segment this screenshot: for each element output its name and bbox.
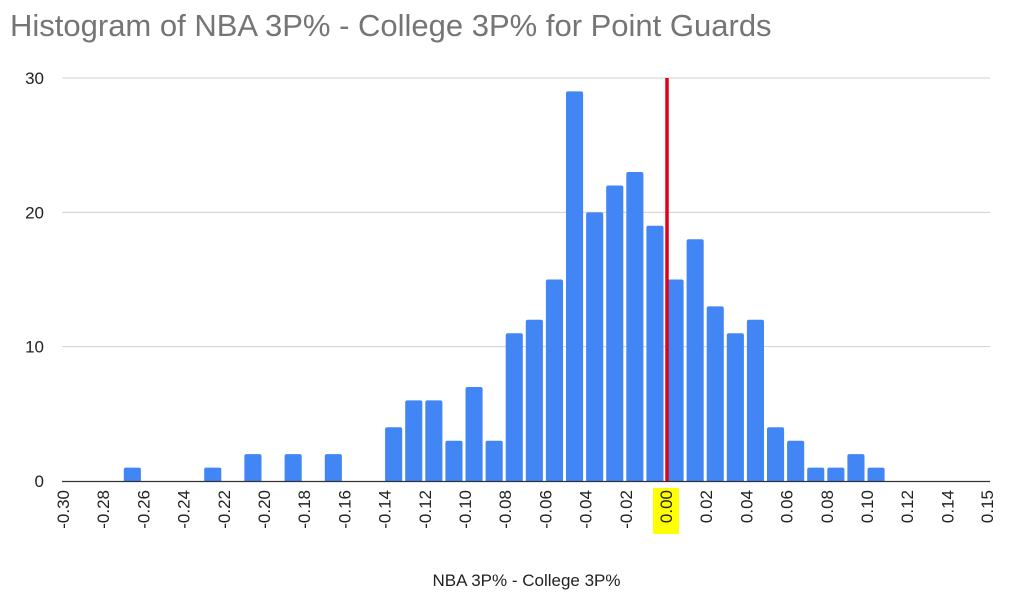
y-tick-label: 30 (25, 69, 44, 88)
histogram-bar (525, 319, 543, 481)
histogram-bar (726, 333, 744, 481)
y-tick-label: 10 (25, 338, 44, 357)
histogram-bar (746, 319, 764, 481)
x-tick-label: -0.16 (335, 490, 354, 529)
x-tick-label: 0.10 (858, 490, 877, 523)
x-tick-label: -0.20 (255, 490, 274, 529)
histogram-bar (405, 400, 423, 481)
histogram-bar (204, 467, 222, 481)
x-tick-label: 0.04 (737, 490, 756, 523)
histogram-bar (566, 91, 584, 481)
histogram-bar (807, 467, 825, 481)
histogram-bar (505, 333, 523, 481)
x-tick-label: -0.30 (54, 490, 73, 529)
histogram-bar (867, 467, 885, 481)
histogram-bar (586, 212, 604, 482)
x-tick-label: -0.18 (295, 490, 314, 529)
x-tick-label: -0.24 (175, 490, 194, 529)
histogram-bar (385, 427, 403, 481)
x-axis-label: NBA 3P% - College 3P% (432, 571, 621, 590)
histogram-bar (284, 454, 302, 481)
histogram-bar (324, 454, 342, 481)
histogram-bar (445, 440, 463, 481)
x-tick-label: -0.28 (94, 490, 113, 529)
histogram-bar (465, 386, 483, 481)
x-tick-label: -0.14 (376, 490, 395, 529)
histogram-bar (626, 172, 644, 482)
x-tick-label: 0.15 (978, 490, 997, 523)
x-tick-label: -0.26 (134, 490, 153, 529)
x-tick-label: -0.08 (496, 490, 515, 529)
histogram-bar (244, 454, 262, 481)
histogram-bar (485, 440, 503, 481)
x-tick-label: 0.12 (898, 490, 917, 523)
histogram-bar (606, 185, 624, 481)
x-tick-label: -0.06 (536, 490, 555, 529)
x-tick-label: -0.04 (577, 490, 596, 529)
histogram-bar (706, 306, 724, 481)
histogram-bar (666, 279, 684, 481)
histogram-bar (686, 239, 704, 481)
chart-title: Histogram of NBA 3P% - College 3P% for P… (10, 8, 772, 43)
x-tick-label: 0.02 (697, 490, 716, 523)
x-tick-label: -0.10 (456, 490, 475, 529)
histogram-bar (847, 454, 865, 481)
x-tick-label: -0.12 (416, 490, 435, 529)
x-tick-label: 0.06 (778, 490, 797, 523)
histogram-bar (787, 440, 805, 481)
histogram-bar (425, 400, 443, 481)
x-tick-label: -0.02 (617, 490, 636, 529)
highlight-box (653, 488, 679, 534)
x-tick-label: 0.08 (818, 490, 837, 523)
histogram-bar (827, 467, 845, 481)
histogram-bar (646, 225, 664, 481)
y-tick-label: 0 (35, 472, 44, 491)
histogram-bar (545, 279, 563, 481)
x-tick-label: 0.14 (938, 490, 957, 523)
histogram-bar (123, 467, 141, 481)
x-tick-label: 0.00 (657, 490, 676, 523)
y-tick-label: 20 (25, 203, 44, 222)
x-tick-label: -0.22 (215, 490, 234, 529)
histogram-bar (767, 427, 785, 481)
